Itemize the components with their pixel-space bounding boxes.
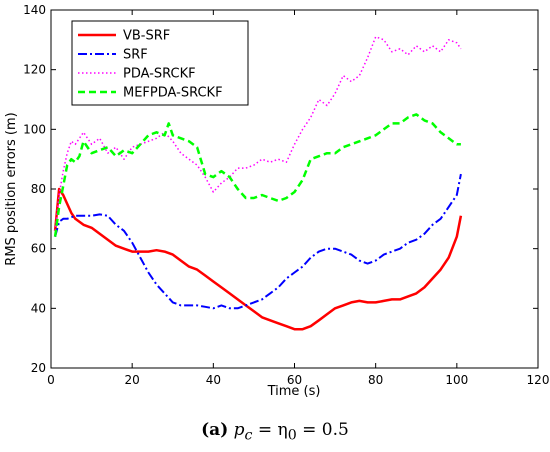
legend-label-mefpda-srckf: MEFPDA-SRCKF xyxy=(123,86,223,101)
caption-sub-0: 0 xyxy=(287,427,297,444)
caption-label: (a) xyxy=(201,420,229,440)
legend: VB-SRF SRF PDA-SRCKF MEFPDA-SRCKF xyxy=(71,20,249,106)
y-tick-label: 140 xyxy=(23,3,46,17)
caption-value: = 0.5 xyxy=(296,420,349,440)
series-line-pda-srckf xyxy=(54,36,462,231)
caption-var-p: p xyxy=(233,420,245,440)
caption-eq-eta: = η xyxy=(252,420,288,440)
legend-label-srf: SRF xyxy=(123,48,148,63)
series-lines xyxy=(53,36,463,331)
caption-sub-c: c xyxy=(244,427,253,444)
x-tick-label: 20 xyxy=(125,373,140,387)
x-tick-label: 80 xyxy=(368,373,383,387)
x-axis-label: Time (s) xyxy=(267,384,321,399)
y-tick-label: 80 xyxy=(31,182,46,196)
series-line-srf xyxy=(54,173,462,310)
figure-caption: (a) pc = η0 = 0.5 xyxy=(0,420,550,443)
y-tick-label: 120 xyxy=(23,63,46,77)
legend-label-vb-srf: VB-SRF xyxy=(123,29,170,44)
x-tick-label: 0 xyxy=(47,373,55,387)
legend-label-pda-srckf: PDA-SRCKF xyxy=(123,67,196,82)
series-line-mefpda-srckf xyxy=(53,113,461,237)
y-tick-label: 60 xyxy=(31,242,46,256)
y-tick-label: 100 xyxy=(23,122,46,136)
x-tick-label: 40 xyxy=(206,373,221,387)
x-tick-label: 120 xyxy=(527,373,550,387)
y-tick-label: 20 xyxy=(31,361,46,375)
y-tick-label: 40 xyxy=(31,301,46,315)
x-tick-label: 60 xyxy=(287,373,302,387)
y-axis-label: RMS position errors (m) xyxy=(4,112,19,265)
x-tick-label: 100 xyxy=(445,373,468,387)
